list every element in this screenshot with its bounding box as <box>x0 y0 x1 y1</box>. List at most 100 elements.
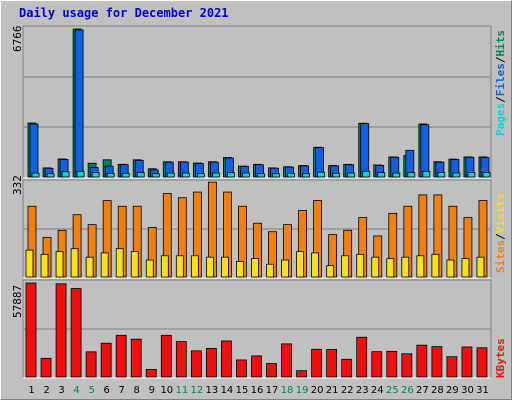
kbytes-bar <box>266 363 277 378</box>
kbytes-bar <box>40 357 52 378</box>
pages-bar <box>227 172 235 178</box>
legend-separator: / <box>494 56 507 64</box>
legend-hits: Hits <box>494 30 507 57</box>
visits-bar <box>431 253 440 278</box>
day-label: 5 <box>88 385 94 396</box>
day-label: 28 <box>431 385 444 396</box>
pages-bar <box>31 172 40 178</box>
day-label: 17 <box>266 385 279 396</box>
visits-bar <box>326 265 335 278</box>
day-label: 21 <box>326 385 339 396</box>
pages-bar <box>61 171 70 178</box>
visits-bar <box>446 259 455 278</box>
pages-bar <box>422 171 431 178</box>
visits-bar <box>115 248 124 278</box>
day-label: 23 <box>356 385 369 396</box>
visits-bar <box>461 258 470 278</box>
day-label: 30 <box>461 385 474 396</box>
legend-pages: Pages <box>494 102 507 136</box>
pages-bar <box>467 172 476 178</box>
kbytes-bar <box>236 359 247 378</box>
kbytes-bar <box>326 348 338 378</box>
pages-bar <box>302 173 310 178</box>
middle-panel-ymax-label: 332 <box>11 175 24 195</box>
bottom-panel-legend: KBytes <box>494 338 507 378</box>
visits-bar <box>70 248 79 278</box>
day-label: 12 <box>191 385 204 396</box>
pages-bar <box>362 170 371 178</box>
files-bar <box>420 124 430 178</box>
day-label: 7 <box>119 385 125 396</box>
kbytes-bar <box>55 283 67 378</box>
visits-bar <box>296 251 304 278</box>
visits-bar <box>356 253 365 278</box>
pages-bar <box>272 173 280 178</box>
pages-bar <box>181 172 190 178</box>
kbytes-bar <box>281 343 292 378</box>
pages-bar <box>196 173 205 178</box>
files-bar <box>360 123 370 178</box>
visits-bar <box>251 258 259 278</box>
pages-bar <box>257 173 265 178</box>
pages-bar <box>332 172 341 178</box>
day-label: 10 <box>160 385 173 396</box>
top-panel-legend: Pages/Files/Hits <box>494 30 507 136</box>
day-label: 18 <box>281 385 294 396</box>
visits-bar <box>205 256 214 278</box>
kbytes-bar <box>386 350 398 378</box>
kbytes-bar <box>461 346 473 378</box>
pages-bar <box>452 172 461 178</box>
kbytes-bar <box>100 342 112 378</box>
day-label: 4 <box>73 385 79 396</box>
kbytes-bar <box>356 336 368 378</box>
pages-bar <box>347 172 356 178</box>
pages-bar <box>76 170 85 178</box>
pages-bar <box>166 172 175 178</box>
pages-bar <box>482 172 491 178</box>
pages-bar <box>151 173 160 178</box>
pages-bar <box>407 172 416 178</box>
day-label: 2 <box>43 385 49 396</box>
legend-kbytes: KBytes <box>494 338 507 378</box>
day-label: 3 <box>58 385 64 396</box>
visits-bar <box>40 253 49 278</box>
kbytes-bar <box>70 288 82 378</box>
kbytes-bar <box>25 282 37 378</box>
day-label: 13 <box>206 385 219 396</box>
files-bar <box>29 123 39 178</box>
day-label: 14 <box>221 385 234 396</box>
day-label: 15 <box>236 385 249 396</box>
legend-visits: Visits <box>494 193 507 234</box>
kbytes-bar <box>160 334 172 378</box>
day-label: 25 <box>386 385 399 396</box>
visits-bar <box>55 251 64 278</box>
day-label: 8 <box>134 385 140 396</box>
visits-bar <box>401 256 410 278</box>
kbytes-bar <box>296 370 307 378</box>
visits-bar <box>145 259 154 278</box>
kbytes-bar <box>175 341 187 378</box>
pages-bar <box>437 172 446 178</box>
pages-bar <box>91 172 100 178</box>
kbytes-bar <box>476 347 488 378</box>
visits-bar <box>190 255 199 278</box>
pages-bar <box>287 172 295 178</box>
kbytes-bar <box>251 355 262 378</box>
visits-bar <box>85 256 94 278</box>
legend-separator: / <box>494 96 507 103</box>
visits-bar <box>221 256 229 278</box>
day-label: 24 <box>371 385 384 396</box>
day-label: 6 <box>103 385 109 396</box>
pages-bar <box>377 172 386 178</box>
visits-bar <box>386 258 395 278</box>
day-label: 31 <box>476 385 489 396</box>
kbytes-bar <box>85 351 97 378</box>
day-label: 26 <box>401 385 414 396</box>
legend-files: Files <box>494 63 507 97</box>
pages-bar <box>317 171 326 178</box>
kbytes-bar <box>205 348 217 378</box>
kbytes-bar <box>446 356 458 378</box>
kbytes-bar <box>371 351 383 378</box>
day-label: 27 <box>416 385 429 396</box>
